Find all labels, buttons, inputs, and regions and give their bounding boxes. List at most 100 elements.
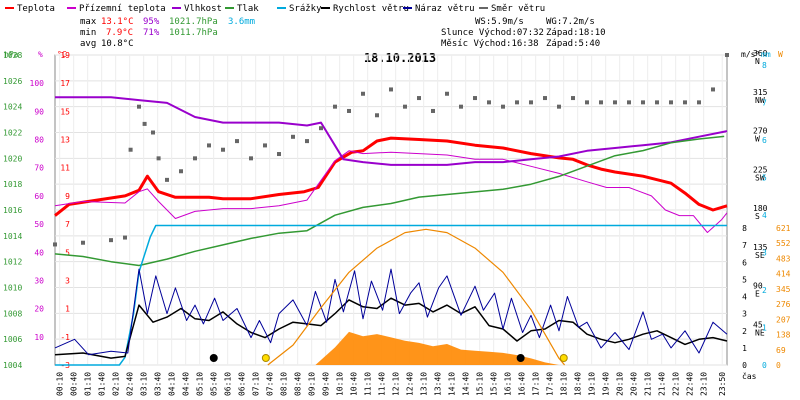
y-tick-dir: 135 [753, 243, 768, 252]
stats-moonrise: Měsíc Východ:16:38 [441, 39, 539, 49]
wind-dir-point [501, 104, 505, 109]
y-tick-degc: 11 [60, 164, 70, 173]
y-tick-dir-compass: SW [755, 173, 765, 182]
y-tick-hpa: 1018 [3, 180, 22, 189]
y-tick-wm2: 414 [776, 270, 791, 279]
y-tick-wm2: 552 [776, 239, 791, 248]
wind-dir-point [459, 104, 463, 109]
x-tick-label: 05:10 [196, 372, 205, 396]
y-tick-hpa: 1006 [3, 335, 22, 344]
stats-max-pressure: 1021.7hPa [169, 17, 218, 27]
y-tick-ms: 7 [742, 241, 747, 250]
wind-dir-point [305, 139, 309, 144]
legend-item: Směr větru [491, 4, 545, 14]
x-tick-label: 17:10 [532, 372, 541, 396]
x-tick-label: 19:10 [588, 372, 597, 396]
moon-marker [516, 354, 525, 362]
y-tick-hpa: 1012 [3, 258, 22, 267]
wind-dir-point [599, 100, 603, 105]
y-tick-wm2: 345 [776, 285, 791, 294]
stats-sunrise: Slunce Východ:07:32 [441, 28, 544, 38]
wind-dir-point [81, 240, 85, 245]
wind-dir-point [571, 96, 575, 101]
x-tick-label: 11:40 [378, 372, 387, 396]
moon-marker [209, 354, 218, 362]
stats-min-humidity: 71% [143, 28, 160, 38]
x-tick-label: 12:40 [406, 372, 415, 396]
series-3 [54, 135, 725, 267]
y-tick-ms: 5 [742, 275, 747, 284]
y-tick-hpa: 1016 [3, 206, 22, 215]
x-tick-label: 13:10 [420, 372, 429, 396]
y-tick-dir: 315 [753, 88, 768, 97]
wind-dir-point [319, 126, 323, 131]
legend-item: Srážky [289, 4, 322, 14]
y-axis-label-dir: ° [755, 50, 760, 59]
wind-dir-point [137, 104, 141, 109]
x-tick-label: 09:40 [322, 372, 331, 396]
wind-dir-point [53, 242, 57, 247]
x-tick-label: 00:40 [70, 372, 79, 396]
y-tick-wm2: 483 [776, 254, 791, 263]
y-tick-degc: 9 [65, 192, 70, 201]
stats-max-temp: 13.1°C [101, 17, 134, 27]
y-tick-dir-compass: NW [755, 96, 765, 105]
wind-dir-point [128, 147, 133, 152]
y-tick-degc: 5 [65, 248, 70, 257]
wind-dir-point [613, 100, 617, 105]
y-tick-mm: 6 [762, 136, 767, 145]
stats-rain-total: 3.6mm [228, 17, 255, 27]
y-tick-pct: 20 [34, 305, 44, 314]
series-solar-area [315, 331, 559, 365]
legend-item: Náraz větru [415, 4, 475, 14]
wind-dir-point [697, 100, 701, 105]
y-tick-ms: 0 [742, 361, 747, 370]
series-0 [54, 136, 728, 217]
legend-item: Teplota [17, 4, 55, 14]
y-tick-dir: 360 [753, 49, 768, 58]
legend-item: Přízemní teplota [79, 4, 166, 14]
wind-dir-point [655, 100, 659, 105]
series-1 [54, 150, 728, 233]
x-tick-label: 15:40 [490, 372, 499, 396]
y-axis-label-pct: % [38, 50, 43, 59]
x-tick-label: 02:40 [126, 372, 135, 396]
x-tick-label: 14:40 [462, 372, 471, 396]
wind-dir-point [207, 143, 211, 148]
y-tick-hpa: 1028 [3, 51, 22, 60]
wind-dir-point [417, 96, 421, 101]
x-tick-label: 16:10 [504, 372, 513, 396]
y-tick-pct: 40 [34, 248, 44, 257]
y-tick-dir-compass: SE [755, 251, 765, 260]
y-tick-dir-compass: S [755, 212, 760, 221]
y-tick-degc: 1 [65, 305, 70, 314]
x-tick-label: 00:10 [56, 372, 65, 396]
y-tick-pct: 100 [30, 79, 45, 88]
y-tick-dir: 180 [753, 204, 768, 213]
x-tick-label: 15:10 [476, 372, 485, 396]
y-tick-wm2: 69 [776, 346, 786, 355]
wind-dir-point [543, 96, 547, 101]
x-tick-label: 06:40 [238, 372, 247, 396]
y-tick-dir-compass: N [755, 57, 760, 66]
x-tick-label: 16:40 [518, 372, 527, 396]
x-tick-label: 20:40 [630, 372, 639, 396]
legend: Teplota Přízemní teplota Vlhkost Tlak Srážky… [5, 4, 545, 14]
stats-block: max 13.1°C 95% 1021.7hPa 3.6mm min 7.9°C… [80, 17, 606, 49]
y-tick-pct: 30 [34, 276, 44, 285]
wind-dir-point [557, 104, 561, 109]
x-tick-label: 09:10 [308, 372, 317, 396]
x-tick-label: 07:40 [266, 372, 275, 396]
wind-dir-point [333, 104, 337, 109]
x-tick-label: 05:40 [210, 372, 219, 396]
y-tick-mm: 1 [762, 324, 767, 333]
wind-dir-point [487, 100, 491, 105]
wind-dir-point [627, 100, 631, 105]
y-axis-label-wm2: W [778, 50, 783, 59]
y-tick-wm2: 138 [776, 331, 791, 340]
series-5 [54, 297, 728, 359]
y-tick-dir: 225 [753, 165, 768, 174]
y-axis-label-degc: °C [57, 50, 67, 59]
wind-dir-point [277, 152, 281, 157]
